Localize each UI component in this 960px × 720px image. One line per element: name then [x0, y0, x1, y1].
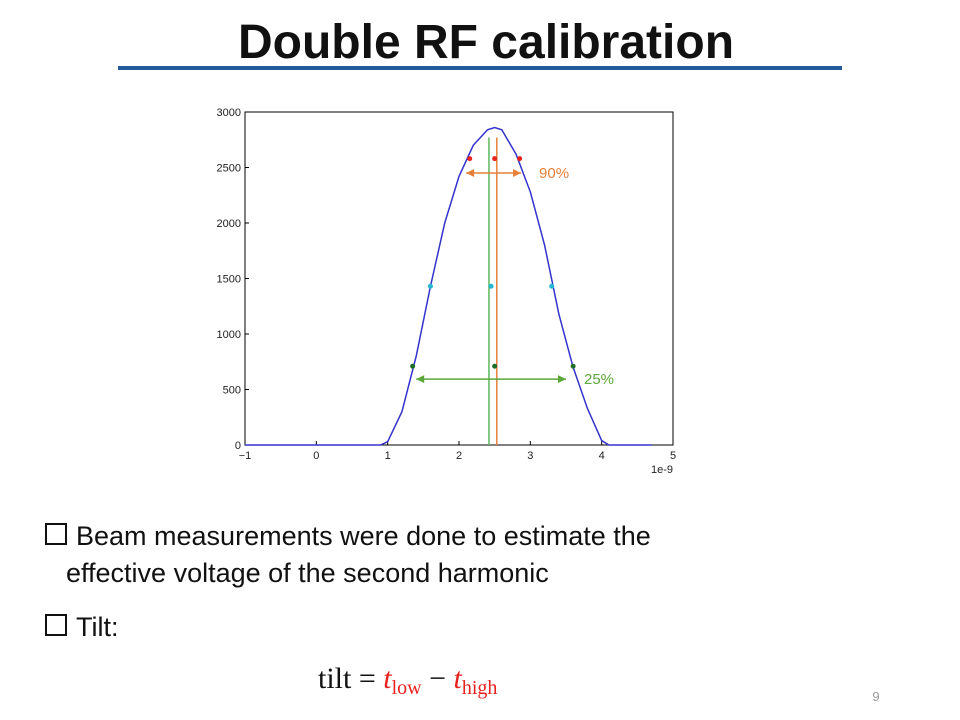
- x-tick-label: 4: [599, 450, 605, 462]
- y-tick-label: 500: [223, 385, 241, 397]
- data-point: [492, 156, 498, 162]
- bullet-box: [45, 614, 67, 636]
- plot-frame: [244, 111, 674, 446]
- formula: tilt = tlow − thigh: [318, 662, 497, 701]
- data-point: [410, 363, 416, 369]
- y-tick-label: 1500: [217, 274, 241, 286]
- x-tick-label: 2: [456, 450, 462, 462]
- x-tick-label: −1: [239, 450, 252, 462]
- x-tick-label: 3: [527, 450, 533, 462]
- data-point: [517, 156, 523, 162]
- bullet-text: Beam measurements were done to estimate …: [76, 521, 651, 551]
- y-tick-label: 3000: [217, 107, 241, 119]
- curve: [245, 126, 652, 446]
- slide-title: Double RF calibration: [238, 16, 734, 69]
- data-point: [488, 283, 494, 289]
- annotation-label: 90%: [539, 165, 569, 182]
- data-point: [549, 283, 555, 289]
- y-tick-label: 2500: [217, 163, 241, 175]
- x-offset-label: 1e-9: [651, 464, 673, 476]
- data-point: [492, 363, 498, 369]
- bullet-box: [45, 523, 67, 545]
- bullet-text: effective voltage of the second harmonic: [66, 558, 549, 588]
- x-tick-label: 5: [670, 450, 676, 462]
- bullet-text: Tilt:: [76, 612, 119, 642]
- y-tick-label: 0: [235, 440, 241, 452]
- x-tick-label: 0: [313, 450, 319, 462]
- data-point: [427, 283, 433, 289]
- data-point: [467, 156, 473, 162]
- x-tick-label: 1: [385, 450, 391, 462]
- annotation-label: 25%: [584, 371, 614, 388]
- y-tick-label: 2000: [217, 218, 241, 230]
- y-tick-label: 1000: [217, 329, 241, 341]
- page-number: 9: [872, 689, 879, 704]
- data-point: [570, 363, 576, 369]
